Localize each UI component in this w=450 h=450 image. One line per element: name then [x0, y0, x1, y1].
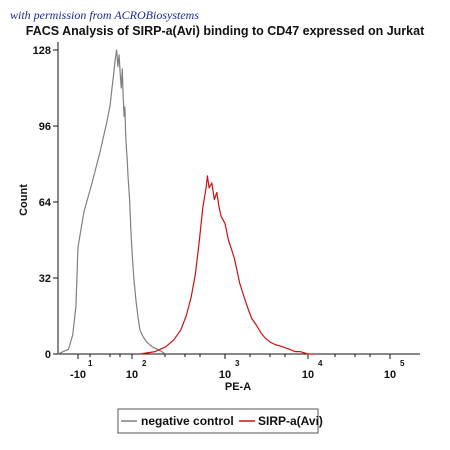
- y-tick-label: 64: [39, 197, 52, 209]
- x-tick-base-label: 10: [126, 369, 138, 381]
- x-ticks: -101 10 2 10 3 10 4 10 5: [70, 354, 405, 381]
- x-axis-label: PE-A: [225, 381, 251, 393]
- x-tick-exponent-label: 4: [318, 359, 323, 368]
- x-tick-base-label: 10: [219, 369, 231, 381]
- y-tick-label: 0: [45, 349, 51, 361]
- chart-title: FACS Analysis of SIRP-a(Avi) binding to …: [25, 24, 425, 38]
- x-tick-exponent-label: 2: [142, 359, 147, 368]
- y-tick-label: 128: [33, 45, 51, 57]
- y-tick-label: 32: [39, 273, 51, 285]
- y-ticks: 0 32 64 96 128: [33, 45, 58, 361]
- legend-label-negative-control: negative control: [141, 414, 234, 428]
- x-tick-base-label: -10: [70, 369, 86, 381]
- series-line-sirp-a-avi: [139, 175, 315, 355]
- y-tick-label: 96: [39, 121, 51, 133]
- legend: negative control SIRP-a(Avi): [117, 408, 323, 434]
- series-line-negative-control: [57, 49, 166, 355]
- legend-box: [117, 408, 319, 434]
- y-axis-label: Count: [18, 184, 30, 216]
- x-tick-exponent-label: 1: [88, 359, 93, 368]
- x-tick-base-label: 10: [384, 369, 396, 381]
- permission-watermark: with permission from ACROBiosystems: [10, 8, 200, 22]
- x-tick-exponent-label: 3: [235, 359, 240, 368]
- series-layer: [57, 49, 315, 355]
- x-tick-base-label: 10: [302, 369, 314, 381]
- legend-label-sirp-a-avi: SIRP-a(Avi): [258, 414, 323, 428]
- x-tick-exponent-label: 5: [400, 359, 405, 368]
